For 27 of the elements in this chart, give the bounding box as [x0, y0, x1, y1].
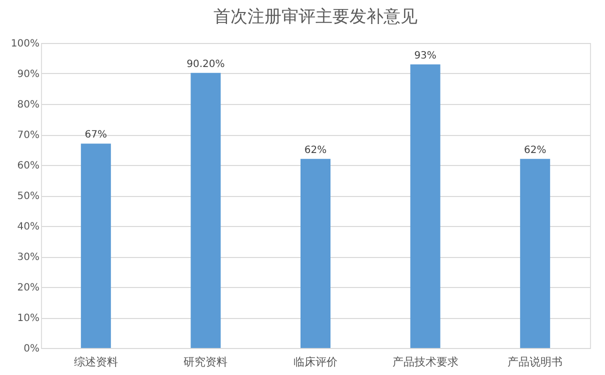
y-tick-label: 40% [17, 222, 40, 232]
bar [300, 158, 330, 348]
y-tick-label: 60% [17, 160, 40, 172]
bar [520, 158, 550, 348]
data-label: 62% [524, 144, 546, 156]
bar [410, 64, 440, 348]
y-tick-label: 70% [17, 130, 40, 141]
x-tick-label: 综述资料 [74, 356, 118, 368]
chart-title: 首次注册审评主要发补意见 [214, 7, 418, 27]
x-tick-label: 研究资料 [184, 356, 228, 368]
y-tick-label: 90% [17, 69, 40, 80]
y-tick-label: 50% [17, 191, 40, 202]
y-tick-label: 0% [24, 344, 40, 354]
y-tick-label: 80% [17, 100, 40, 110]
y-tick-label: 30% [17, 252, 40, 263]
y-tick-label: 20% [17, 282, 40, 294]
data-label: 90.20% [186, 58, 225, 70]
x-tick-label: 产品说明书 [508, 356, 563, 368]
x-tick-label: 临床评价 [294, 356, 338, 368]
y-tick-label: 10% [17, 313, 40, 324]
x-tick-label: 产品技术要求 [392, 356, 458, 368]
bar [190, 72, 221, 348]
y-tick-label: 100% [10, 38, 40, 50]
bar [80, 144, 111, 348]
data-label: 67% [84, 130, 108, 141]
data-label: 62% [304, 144, 327, 156]
data-label: 93% [414, 50, 436, 62]
